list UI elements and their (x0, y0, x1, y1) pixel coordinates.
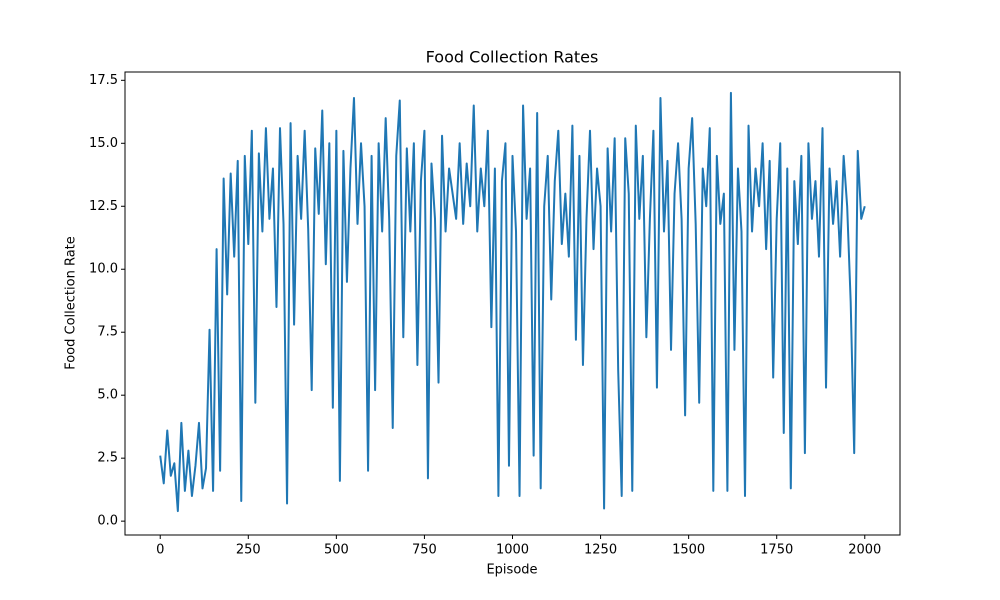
y-tick-label: 2.5 (97, 451, 118, 466)
x-tick-label: 1750 (760, 543, 793, 558)
plot-frame (124, 71, 901, 536)
y-axis-label: Food Collection Rate (64, 236, 79, 370)
x-tick-label: 1500 (672, 543, 705, 558)
x-tick-label: 750 (412, 543, 437, 558)
x-tick-label: 2000 (848, 543, 881, 558)
y-tick-label: 5.0 (97, 388, 118, 403)
x-tick-label: 500 (324, 543, 349, 558)
y-tick-label: 12.5 (89, 199, 118, 214)
y-tick-label: 10.0 (89, 262, 118, 277)
chart-title: Food Collection Rates (426, 48, 599, 67)
y-tick-label: 15.0 (89, 136, 118, 151)
y-tick-label: 17.5 (89, 73, 118, 88)
x-tick-label: 0 (156, 543, 164, 558)
x-axis-label: Episode (486, 563, 537, 578)
y-tick-label: 7.5 (97, 325, 118, 340)
y-tick-label: 0.0 (97, 514, 118, 529)
x-tick-label: 1000 (496, 543, 529, 558)
x-tick-label: 250 (236, 543, 261, 558)
data-line (159, 91, 866, 513)
x-tick-label: 1250 (584, 543, 617, 558)
